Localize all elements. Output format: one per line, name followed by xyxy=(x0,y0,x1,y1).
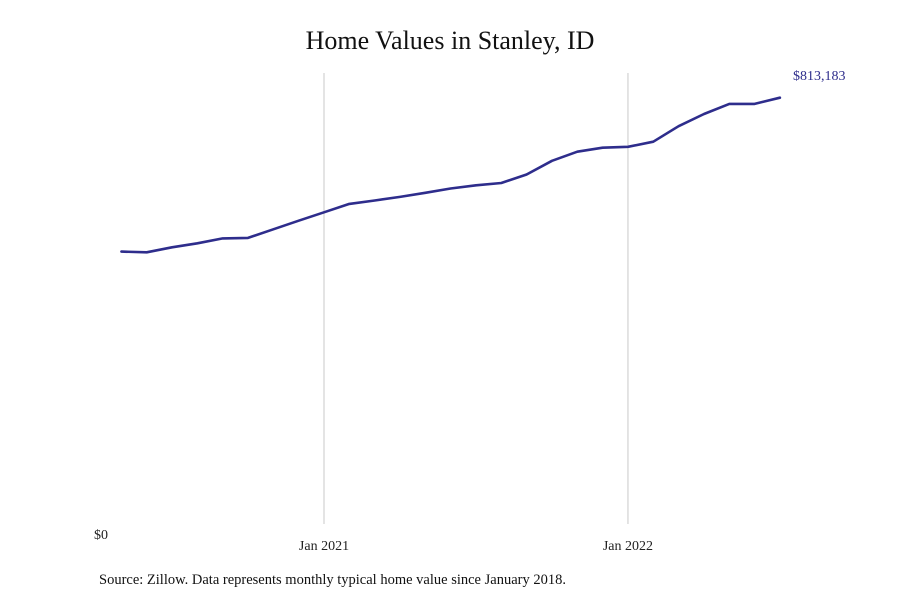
x-tick-label: Jan 2022 xyxy=(603,539,653,554)
x-tick-label: Jan 2021 xyxy=(299,539,349,554)
source-note: Source: Zillow. Data represents monthly … xyxy=(99,572,566,588)
gridlines xyxy=(323,73,629,524)
series-line xyxy=(120,96,782,254)
x-tick-labels: Jan 2021 Jan 2022 xyxy=(299,539,653,554)
chart-title: Home Values in Stanley, ID xyxy=(305,26,595,55)
end-value-label: $813,183 xyxy=(793,69,846,84)
y-tick-label: $0 xyxy=(94,528,108,543)
